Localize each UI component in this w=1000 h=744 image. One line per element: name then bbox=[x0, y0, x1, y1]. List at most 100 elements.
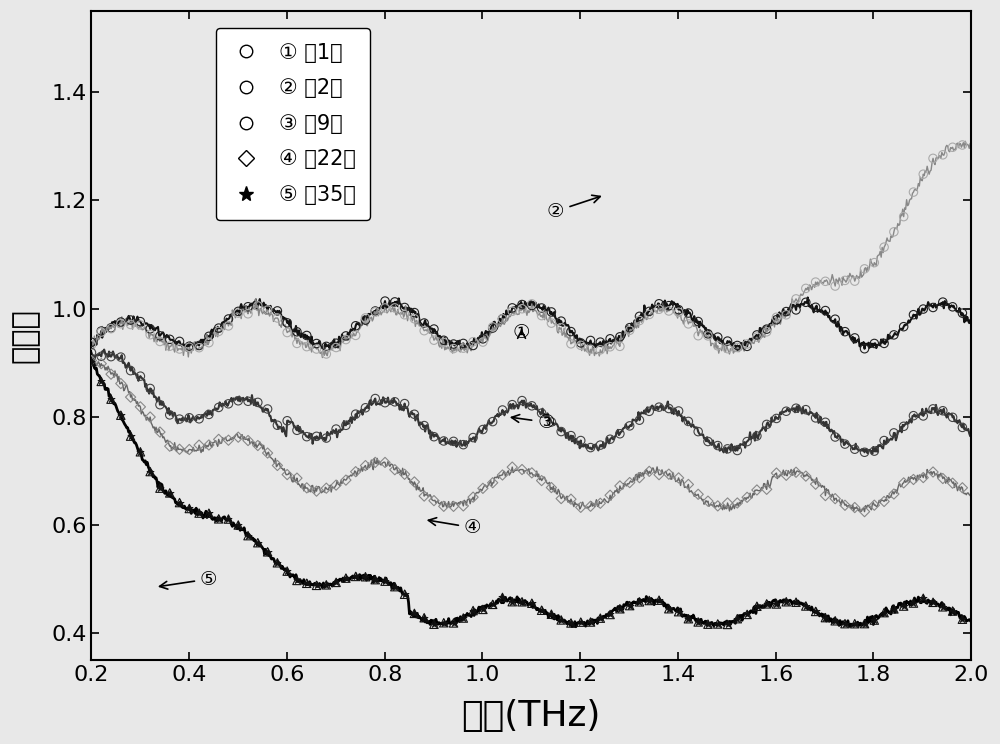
Point bbox=[436, 617, 452, 629]
Point bbox=[240, 308, 256, 320]
Point bbox=[289, 574, 305, 586]
Point bbox=[475, 603, 491, 615]
Point bbox=[954, 482, 970, 494]
Point bbox=[181, 340, 197, 352]
Point bbox=[230, 307, 246, 319]
Point bbox=[798, 470, 814, 482]
Point bbox=[338, 572, 354, 584]
Point bbox=[680, 478, 696, 490]
Point bbox=[847, 443, 863, 455]
Point bbox=[915, 472, 931, 484]
Point bbox=[827, 313, 843, 325]
Point bbox=[172, 413, 188, 425]
Point bbox=[475, 423, 491, 435]
Point bbox=[113, 316, 129, 328]
Point bbox=[905, 473, 921, 485]
Point bbox=[123, 430, 139, 442]
Point bbox=[93, 350, 109, 362]
Point bbox=[426, 618, 442, 630]
Point bbox=[788, 403, 804, 414]
Point bbox=[896, 477, 912, 489]
Point bbox=[328, 341, 344, 353]
Point bbox=[162, 487, 178, 499]
Point bbox=[925, 466, 941, 478]
Point bbox=[553, 322, 569, 334]
Point bbox=[269, 312, 285, 324]
Point bbox=[651, 594, 667, 606]
Point bbox=[573, 616, 589, 628]
Point bbox=[397, 397, 413, 409]
Point bbox=[622, 600, 638, 612]
Point bbox=[260, 304, 276, 315]
Point bbox=[387, 464, 403, 475]
Point bbox=[592, 336, 608, 348]
Point bbox=[436, 336, 452, 348]
Point bbox=[788, 596, 804, 608]
Point bbox=[289, 574, 305, 586]
Point bbox=[152, 482, 168, 494]
Point bbox=[309, 343, 325, 355]
Point bbox=[289, 424, 305, 436]
Point bbox=[788, 596, 804, 608]
Point bbox=[309, 338, 325, 350]
Point bbox=[710, 500, 726, 512]
Point bbox=[778, 309, 794, 321]
Point bbox=[720, 335, 736, 347]
Point bbox=[328, 577, 344, 589]
Point bbox=[504, 596, 520, 608]
Point bbox=[514, 596, 530, 608]
Point bbox=[602, 609, 618, 620]
Point bbox=[426, 495, 442, 507]
Point bbox=[397, 469, 413, 481]
Point bbox=[230, 432, 246, 443]
Point bbox=[446, 343, 462, 355]
Point bbox=[240, 530, 256, 542]
Point bbox=[543, 317, 559, 329]
Point bbox=[729, 339, 745, 351]
Point bbox=[808, 412, 824, 424]
Point bbox=[289, 338, 305, 350]
Point bbox=[768, 467, 784, 479]
Text: ④: ④ bbox=[428, 518, 481, 537]
Point bbox=[367, 305, 383, 317]
Point bbox=[915, 168, 931, 180]
Point bbox=[808, 276, 824, 288]
Point bbox=[494, 313, 510, 325]
Point bbox=[455, 439, 471, 451]
Point bbox=[123, 314, 139, 326]
Point bbox=[534, 604, 550, 616]
Point bbox=[328, 577, 344, 589]
Point bbox=[573, 616, 589, 628]
Point bbox=[563, 430, 579, 442]
Point bbox=[749, 484, 765, 496]
Point bbox=[612, 331, 628, 343]
Point bbox=[299, 482, 315, 494]
Text: ①: ① bbox=[513, 324, 530, 342]
Point bbox=[514, 596, 530, 608]
Point bbox=[857, 618, 873, 629]
Point bbox=[269, 557, 285, 568]
Point bbox=[915, 410, 931, 422]
Point bbox=[309, 580, 325, 591]
Point bbox=[534, 407, 550, 419]
Point bbox=[103, 368, 119, 380]
Point bbox=[778, 596, 794, 608]
Point bbox=[945, 605, 961, 617]
Point bbox=[446, 338, 462, 350]
Point bbox=[328, 337, 344, 349]
Point bbox=[318, 579, 334, 591]
Point bbox=[583, 335, 599, 347]
Point bbox=[191, 341, 207, 353]
Point bbox=[406, 307, 422, 318]
Point bbox=[543, 481, 559, 493]
Point bbox=[935, 601, 951, 613]
Point bbox=[181, 502, 197, 514]
Point bbox=[504, 305, 520, 317]
Point bbox=[318, 348, 334, 360]
Point bbox=[739, 338, 755, 350]
Point bbox=[367, 456, 383, 468]
Point bbox=[641, 594, 657, 606]
Point bbox=[397, 301, 413, 313]
Point bbox=[93, 376, 109, 388]
Point bbox=[230, 519, 246, 531]
